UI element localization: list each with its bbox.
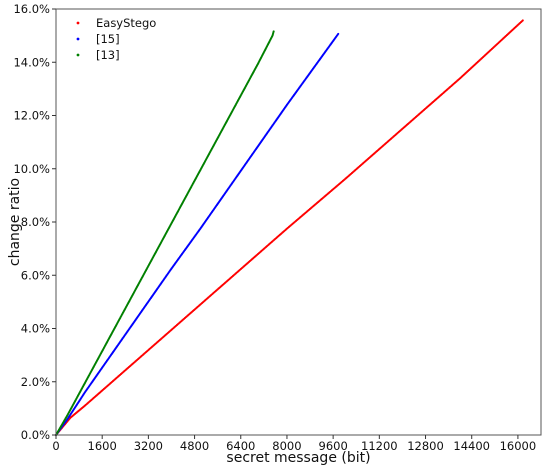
x-tick-label: 11200	[361, 439, 398, 453]
legend-marker	[76, 53, 80, 57]
y-tick-label: 16.0%	[13, 2, 50, 16]
x-tick-label: 14400	[453, 439, 490, 453]
x-tick-label: 9600	[319, 439, 348, 453]
y-tick-label: 10.0%	[13, 162, 50, 176]
y-axis: 0.0% 2.0% 4.0% 6.0% 8.0% 10.0% 12.0% 14.0% 16.0%	[13, 2, 56, 442]
y-tick-label: 8.0%	[21, 215, 50, 229]
x-tick-label: 3200	[134, 439, 163, 453]
data-point	[521, 19, 524, 22]
y-tick-label: 12.0%	[13, 109, 50, 123]
y-tick-label: 0.0%	[21, 428, 50, 442]
x-tick-label: 1600	[88, 439, 117, 453]
legend-marker	[76, 21, 80, 25]
series-layer	[54, 19, 524, 437]
data-point	[337, 32, 340, 35]
x-tick-label: 8000	[272, 439, 301, 453]
y-axis-title: change ratio	[7, 178, 23, 266]
y-tick-label: 2.0%	[21, 375, 50, 389]
x-axis: 0 1600 3200 4800 6400 8000 9600 11200 12800 14400…	[52, 435, 536, 453]
x-tick-label: 16000	[500, 439, 537, 453]
x-tick-label: 0	[52, 439, 59, 453]
legend-item: [15]	[76, 32, 120, 46]
legend-label: EasyStego	[96, 16, 156, 30]
series-2	[54, 30, 275, 437]
series-0	[54, 19, 524, 437]
legend-item: EasyStego	[76, 16, 156, 30]
legend-item: [13]	[76, 48, 120, 62]
x-tick-label: 6400	[226, 439, 255, 453]
x-axis-title: secret message (bit)	[226, 450, 370, 466]
y-tick-label: 14.0%	[13, 55, 50, 69]
x-tick-label: 12800	[407, 439, 444, 453]
x-tick-label: 4800	[180, 439, 209, 453]
y-tick-label: 6.0%	[21, 268, 50, 282]
series-1	[54, 32, 340, 437]
data-point	[272, 30, 275, 33]
legend-label: [15]	[96, 32, 120, 46]
legend-marker	[76, 37, 80, 41]
legend: EasyStego [15] [13]	[76, 16, 156, 62]
legend-label: [13]	[96, 48, 120, 62]
y-tick-label: 4.0%	[21, 322, 50, 336]
